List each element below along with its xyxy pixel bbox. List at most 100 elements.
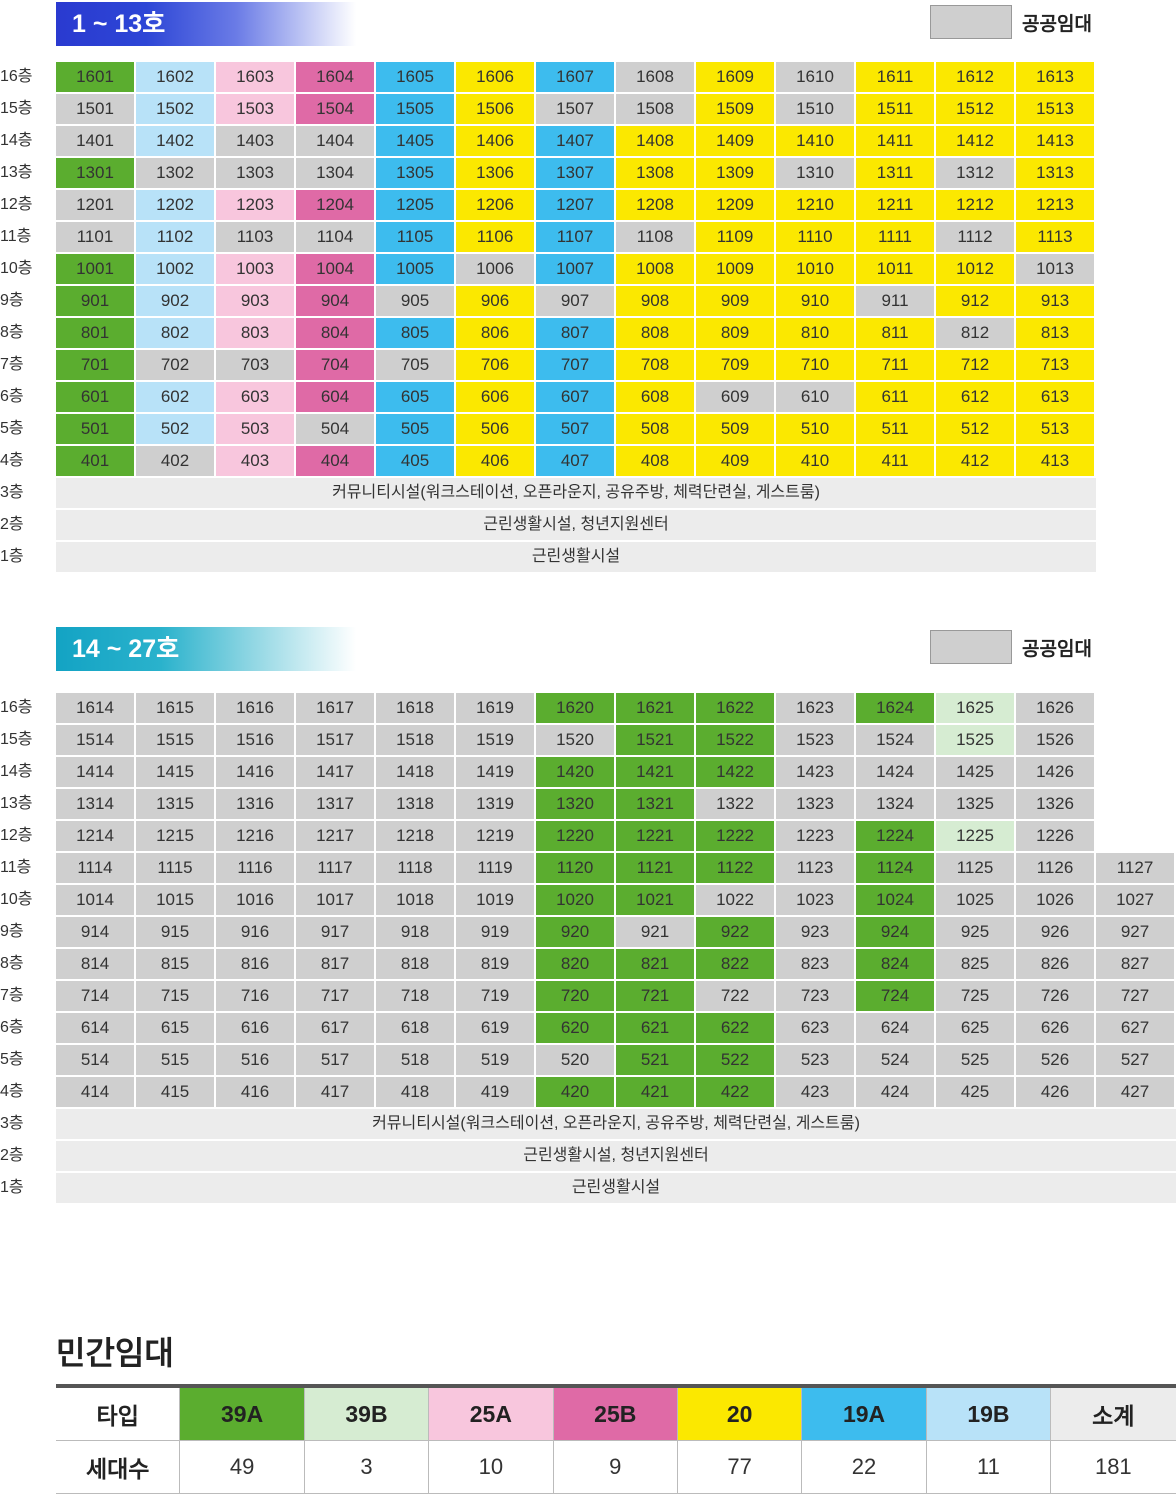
unit-cell: 1218 <box>376 821 454 851</box>
unit-cell: 426 <box>1016 1077 1094 1107</box>
floor-label: 4층 <box>0 1083 24 1100</box>
unit-cell: 902 <box>136 286 214 316</box>
unit-cell: 824 <box>856 949 934 979</box>
unit-cell: 1516 <box>216 725 294 755</box>
floor-label: 15층 <box>0 100 33 117</box>
unit-cell: 1027 <box>1096 885 1174 915</box>
unit-cell: 1315 <box>136 789 214 819</box>
unit-cell: 705 <box>376 350 454 380</box>
unit-cell: 1105 <box>376 222 454 252</box>
unit-cell: 1324 <box>856 789 934 819</box>
unit-cell: 1015 <box>136 885 214 915</box>
floor-label: 8층 <box>0 324 24 341</box>
unit-cell: 1014 <box>56 885 134 915</box>
unit-cell: 903 <box>216 286 294 316</box>
unit-cell: 1127 <box>1096 853 1174 883</box>
unit-cell: 526 <box>1016 1045 1094 1075</box>
unit-cell: 1623 <box>776 693 854 723</box>
unit-cell: 921 <box>616 917 694 947</box>
unit-cell: 811 <box>856 318 934 348</box>
unit-cell: 403 <box>216 446 294 476</box>
unit-cell: 411 <box>856 446 934 476</box>
unit-cell: 826 <box>1016 949 1094 979</box>
unit-cell: 522 <box>696 1045 774 1075</box>
unit-cell: 1306 <box>456 158 534 188</box>
unit-cell: 1118 <box>376 853 454 883</box>
unit-cell: 721 <box>616 981 694 1011</box>
facility-cell: 근린생활시설, 청년지원센터 <box>56 510 1096 540</box>
unit-cell: 916 <box>216 917 294 947</box>
unit-cell: 1023 <box>776 885 854 915</box>
unit-cell: 1425 <box>936 757 1014 787</box>
unit-cell: 408 <box>616 446 694 476</box>
unit-cell: 412 <box>936 446 1014 476</box>
unit-cell: 1424 <box>856 757 934 787</box>
floor-label: 14층 <box>0 763 33 780</box>
unit-cell: 1522 <box>696 725 774 755</box>
unit-cell: 507 <box>536 414 614 444</box>
unit-cell: 1019 <box>456 885 534 915</box>
total-header: 소계 <box>1051 1388 1176 1440</box>
unit-cell: 1512 <box>936 94 1014 124</box>
unit-cell: 1215 <box>136 821 214 851</box>
unit-cell: 616 <box>216 1013 294 1043</box>
unit-cell: 711 <box>856 350 934 380</box>
unit-cell: 1204 <box>296 190 374 220</box>
unit-cell: 814 <box>56 949 134 979</box>
unit-cell: 712 <box>936 350 1014 380</box>
unit-cell: 1621 <box>616 693 694 723</box>
unit-cell: 1507 <box>536 94 614 124</box>
unit-cell: 809 <box>696 318 774 348</box>
unit-cell: 1519 <box>456 725 534 755</box>
unit-cell: 1108 <box>616 222 694 252</box>
unit-cell: 914 <box>56 917 134 947</box>
private-rental-title: 민간임대 <box>56 1335 174 1371</box>
unit-cell: 1223 <box>776 821 854 851</box>
public-rental-legend-label: 공공임대 <box>1022 638 1092 660</box>
unit-cell: 1510 <box>776 94 854 124</box>
unit-cell: 818 <box>376 949 454 979</box>
unit-cell: 509 <box>696 414 774 444</box>
unit-cell: 714 <box>56 981 134 1011</box>
unit-cell: 1423 <box>776 757 854 787</box>
floor-label: 6층 <box>0 388 24 405</box>
unit-cell: 418 <box>376 1077 454 1107</box>
unit-cell: 803 <box>216 318 294 348</box>
unit-cell: 905 <box>376 286 454 316</box>
unit-cell: 603 <box>216 382 294 412</box>
unit-cell: 1403 <box>216 126 294 156</box>
unit-cell: 1504 <box>296 94 374 124</box>
unit-cell: 813 <box>1016 318 1094 348</box>
unit-cell: 1004 <box>296 254 374 284</box>
unit-cell: 804 <box>296 318 374 348</box>
unit-cell: 1222 <box>696 821 774 851</box>
unit-cell: 419 <box>456 1077 534 1107</box>
unit-cell: 410 <box>776 446 854 476</box>
unit-cell: 1307 <box>536 158 614 188</box>
unit-cell: 1509 <box>696 94 774 124</box>
unit-cell: 1604 <box>296 62 374 92</box>
unit-cell: 708 <box>616 350 694 380</box>
unit-cell: 920 <box>536 917 614 947</box>
unit-cell: 1406 <box>456 126 534 156</box>
floor-label: 11층 <box>0 228 32 245</box>
unit-cell: 1217 <box>296 821 374 851</box>
unit-cell: 424 <box>856 1077 934 1107</box>
unit-cell: 1114 <box>56 853 134 883</box>
unit-cell: 1615 <box>136 693 214 723</box>
unit-cell: 617 <box>296 1013 374 1043</box>
unit-cell: 618 <box>376 1013 454 1043</box>
unit-cell: 1620 <box>536 693 614 723</box>
unit-cell: 1006 <box>456 254 534 284</box>
floor-label: 7층 <box>0 987 24 1004</box>
type-count: 22 <box>802 1441 927 1493</box>
unit-cell: 709 <box>696 350 774 380</box>
unit-cell: 1220 <box>536 821 614 851</box>
unit-cell: 810 <box>776 318 854 348</box>
unit-cell: 1210 <box>776 190 854 220</box>
unit-cell: 704 <box>296 350 374 380</box>
unit-cell: 805 <box>376 318 454 348</box>
unit-cell: 719 <box>456 981 534 1011</box>
unit-cell: 1511 <box>856 94 934 124</box>
unit-cell: 1024 <box>856 885 934 915</box>
